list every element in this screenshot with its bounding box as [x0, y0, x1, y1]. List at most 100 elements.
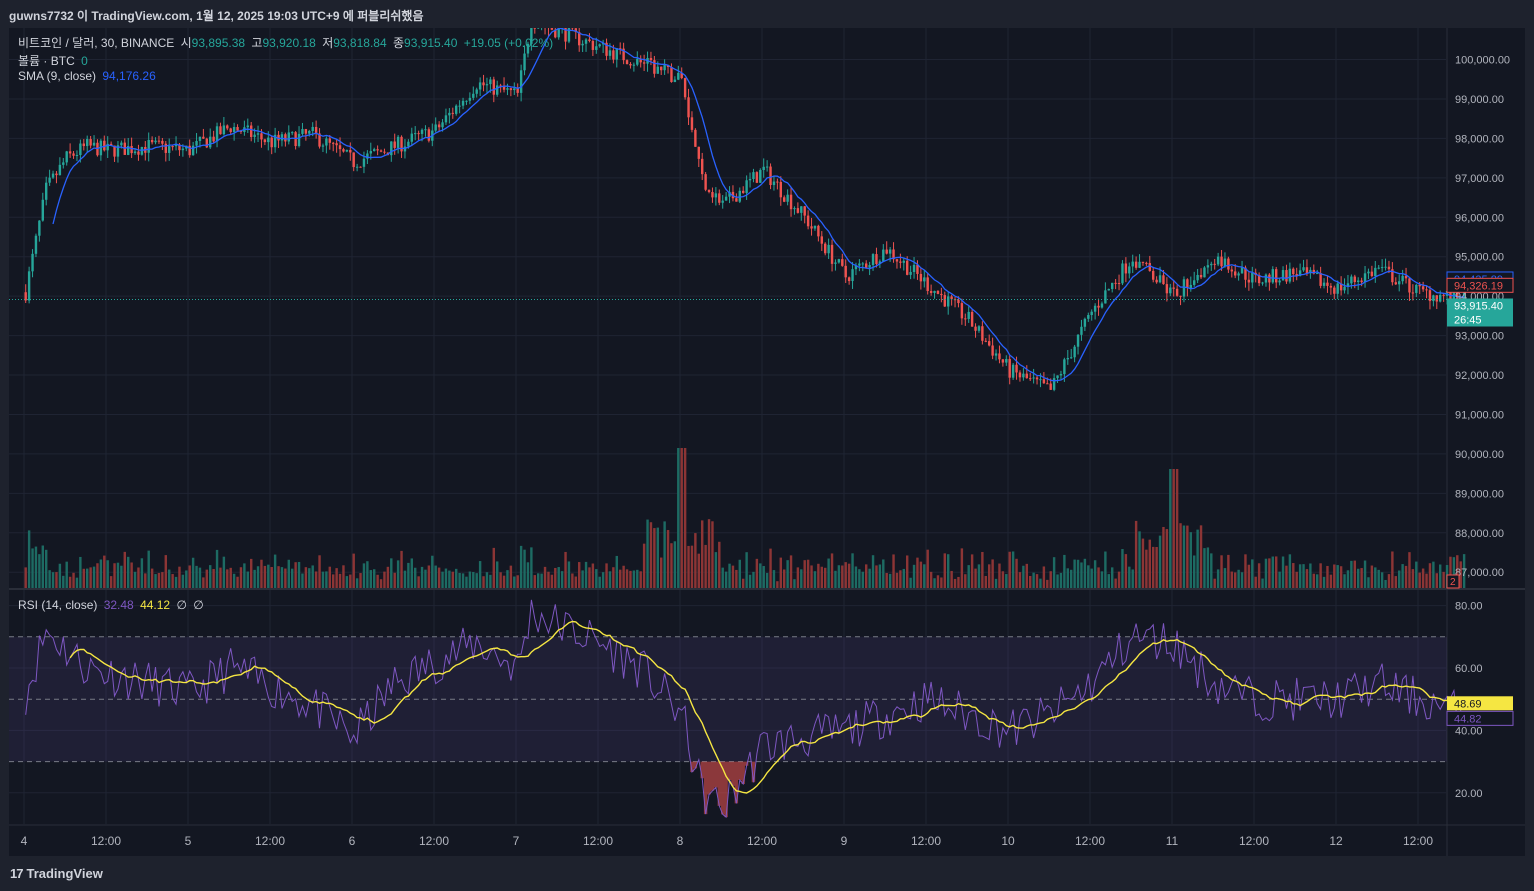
low-label: 저	[322, 36, 334, 50]
candle-body	[683, 78, 687, 98]
sma-label[interactable]: SMA (9, close)	[18, 69, 97, 83]
volume-bar	[660, 557, 663, 588]
volume-bar	[379, 579, 383, 588]
candle-body	[803, 206, 806, 216]
candle-body	[998, 353, 1001, 360]
volume-bar	[373, 569, 376, 588]
candle-body	[612, 50, 615, 60]
candle-body	[407, 141, 410, 147]
volume-bar	[1425, 573, 1428, 588]
rsi-label[interactable]: RSI (14, close)	[18, 598, 98, 612]
volume-bar	[414, 567, 417, 588]
volume-bar	[1261, 578, 1264, 588]
volume-bar	[1357, 568, 1360, 588]
volume-bar	[174, 576, 178, 588]
chart-canvas[interactable]: 100,000.00 99,000.00 98,000.00 97,000.00 96,…	[9, 28, 1525, 856]
candle-body	[1281, 270, 1285, 281]
volume-bar	[297, 561, 301, 588]
candle-body	[400, 136, 403, 152]
candle-body	[133, 151, 137, 154]
candle-body	[943, 295, 946, 307]
candle-body	[1346, 283, 1350, 287]
candle-body	[1268, 274, 1271, 283]
volume-bar	[376, 574, 379, 588]
candle-body	[472, 93, 475, 98]
volume-bar	[1199, 525, 1203, 588]
volume-bar	[188, 565, 191, 588]
candle-body	[697, 146, 700, 159]
volume-bar	[824, 567, 827, 588]
volume-bar	[1398, 570, 1401, 588]
candle-body	[27, 271, 31, 301]
volume-bar	[485, 572, 489, 588]
candle-body	[62, 162, 65, 165]
candle-body	[297, 133, 301, 147]
candle-body	[1333, 287, 1336, 294]
candle-body	[1131, 261, 1134, 267]
volume-bar	[622, 565, 625, 588]
volume-bar	[243, 563, 246, 588]
volume-bar	[1220, 555, 1223, 588]
chart-frame[interactable]: 100,000.00 99,000.00 98,000.00 97,000.00 96,…	[9, 28, 1525, 856]
volume-bar	[1080, 562, 1083, 588]
volume-bar	[598, 576, 601, 588]
open-label: 시	[180, 36, 192, 50]
volume-bar	[1093, 560, 1097, 588]
volume-bar	[653, 528, 656, 588]
volume-bar	[400, 550, 403, 588]
volume-bar	[673, 541, 677, 588]
candle-body	[1093, 305, 1097, 312]
rsi-extra-2: ∅	[193, 598, 204, 612]
candle-body	[718, 193, 721, 203]
volume-bar	[209, 565, 212, 588]
candle-body	[1155, 279, 1158, 283]
volume-bar	[683, 448, 687, 588]
volume-bar	[1350, 560, 1353, 588]
candle-body	[410, 133, 413, 142]
symbol-name[interactable]: 비트코인 / 달러, 30, BINANCE	[18, 36, 175, 50]
volume-bar	[530, 547, 533, 588]
volume-bar	[994, 578, 998, 588]
candle-body	[150, 139, 154, 143]
volume-bar	[656, 527, 659, 588]
volume-bar	[933, 578, 936, 588]
volume-value: 0	[81, 54, 88, 68]
volume-bar	[967, 565, 970, 588]
volume-bar	[205, 569, 208, 588]
volume-bar	[212, 568, 215, 588]
volume-bar	[625, 569, 629, 588]
volume-bar	[697, 553, 700, 588]
candle-body	[250, 125, 253, 137]
high-label: 고	[251, 36, 263, 50]
candle-body	[810, 226, 813, 229]
candle-body	[1059, 374, 1063, 376]
candle-body	[871, 254, 875, 266]
time-tick-label: 9	[841, 834, 848, 848]
volume-bar	[403, 570, 407, 588]
volume-bar	[844, 562, 847, 588]
candle-body	[1124, 263, 1128, 274]
candle-body	[188, 145, 191, 156]
volume-bar	[947, 554, 950, 588]
volume-bar	[1275, 556, 1278, 588]
volume-bar	[342, 565, 345, 588]
volume-bar	[359, 573, 362, 588]
volume-bar	[24, 567, 27, 588]
tradingview-brand[interactable]: 17 TradingView	[10, 866, 103, 881]
time-tick-label: 4	[21, 834, 28, 848]
candle-body	[779, 181, 782, 198]
volume-bar	[1449, 556, 1452, 588]
candle-body	[1336, 283, 1339, 294]
volume-bar	[1189, 532, 1192, 588]
current-price-badge: 93,915.40	[1447, 298, 1513, 327]
candle-body	[1278, 280, 1281, 283]
candle-body	[1237, 273, 1240, 276]
volume-bar	[605, 563, 608, 588]
candle-body	[232, 126, 236, 133]
candle-body	[205, 138, 208, 148]
volume-label[interactable]: 볼륨 · BTC	[18, 54, 75, 68]
candle-body	[1134, 261, 1138, 268]
candle-body	[1271, 269, 1274, 283]
volume-bar	[1288, 554, 1292, 588]
volume-bar	[475, 573, 478, 588]
